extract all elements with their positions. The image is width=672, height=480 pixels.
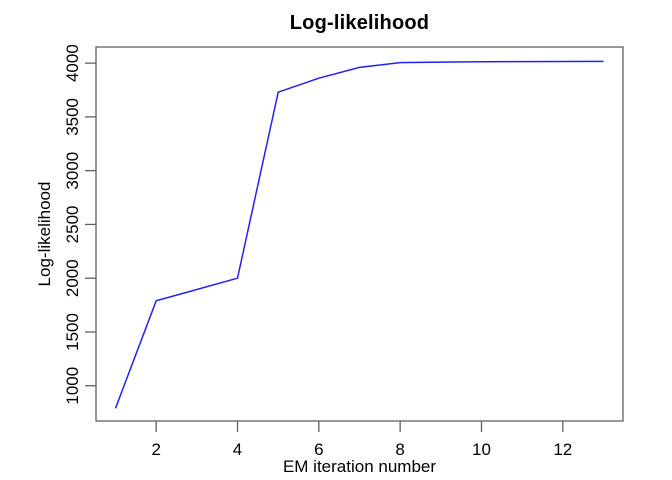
y-tick-label: 4000 <box>63 44 82 82</box>
x-tick-label: 10 <box>472 440 491 459</box>
x-tick-label: 8 <box>395 440 404 459</box>
y-tick-label: 3500 <box>63 98 82 136</box>
chart-title: Log-likelihood <box>289 12 430 34</box>
x-tick-label: 2 <box>151 440 160 459</box>
y-tick-label: 1000 <box>63 367 82 405</box>
y-tick-label: 2500 <box>63 206 82 244</box>
axes-layer: 2 4 6 8 10 12 1000 1500 2000 2500 3000 3500 4000 <box>63 44 624 459</box>
y-axis-label: Log-likelihood <box>35 181 54 287</box>
loglikelihood-line <box>114 60 604 409</box>
y-tick-label: 2000 <box>63 259 82 297</box>
y-tick-label: 3000 <box>63 152 82 190</box>
data-series-layer <box>114 60 604 409</box>
y-tick-label: 1500 <box>63 313 82 351</box>
x-tick-label: 6 <box>314 440 323 459</box>
x-tick-label: 4 <box>233 440 242 459</box>
x-tick-label: 12 <box>553 440 572 459</box>
x-axis-label: EM iteration number <box>282 457 437 476</box>
plot-box <box>95 46 624 422</box>
